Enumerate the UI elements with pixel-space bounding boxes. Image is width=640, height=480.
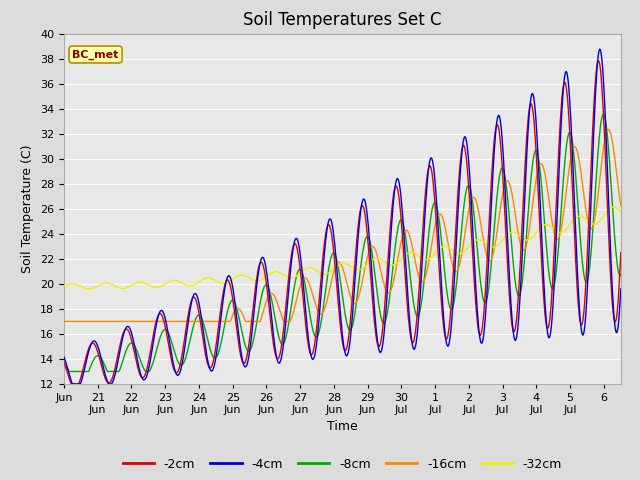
Title: Soil Temperatures Set C: Soil Temperatures Set C (243, 11, 442, 29)
Y-axis label: Soil Temperature (C): Soil Temperature (C) (22, 144, 35, 273)
Legend: -2cm, -4cm, -8cm, -16cm, -32cm: -2cm, -4cm, -8cm, -16cm, -32cm (118, 453, 567, 476)
X-axis label: Time: Time (327, 420, 358, 433)
Text: BC_met: BC_met (72, 49, 119, 60)
